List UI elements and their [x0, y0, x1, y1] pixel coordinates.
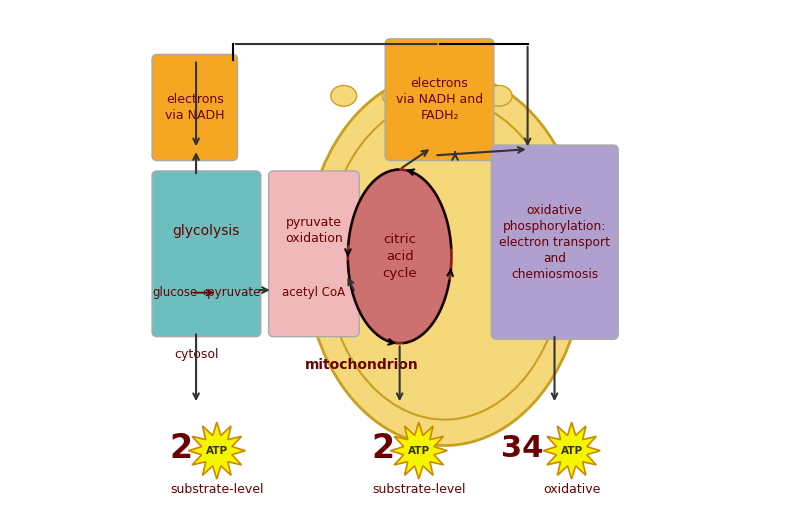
Text: 2: 2	[169, 431, 192, 465]
Text: citric
acid
cycle: citric acid cycle	[382, 233, 417, 280]
Text: 34: 34	[501, 434, 543, 463]
Ellipse shape	[383, 85, 408, 106]
Ellipse shape	[434, 85, 460, 106]
Ellipse shape	[348, 170, 452, 343]
Text: electrons
via NADH: electrons via NADH	[165, 93, 225, 122]
Polygon shape	[188, 422, 245, 479]
Text: substrate-level: substrate-level	[372, 483, 466, 496]
Text: glycolysis: glycolysis	[172, 223, 240, 238]
Text: glucose→pyruvate: glucose→pyruvate	[152, 286, 260, 299]
Polygon shape	[543, 422, 600, 479]
Text: oxidative
phosphorylation:
electron transport
and
chemiosmosis: oxidative phosphorylation: electron tran…	[499, 204, 611, 281]
Text: cytosol: cytosol	[174, 348, 218, 362]
Ellipse shape	[331, 85, 357, 106]
FancyBboxPatch shape	[269, 171, 359, 337]
Ellipse shape	[305, 73, 585, 445]
FancyBboxPatch shape	[152, 54, 237, 161]
FancyBboxPatch shape	[152, 171, 261, 337]
Text: substrate-level: substrate-level	[170, 483, 263, 496]
Text: 2: 2	[371, 431, 394, 465]
Text: ATP: ATP	[407, 445, 430, 456]
FancyBboxPatch shape	[385, 39, 494, 161]
Text: ATP: ATP	[561, 445, 583, 456]
Text: oxidative: oxidative	[543, 483, 600, 496]
Text: ATP: ATP	[206, 445, 228, 456]
Text: electrons
via NADH and
FADH₂: electrons via NADH and FADH₂	[396, 77, 483, 122]
Text: acetyl CoA: acetyl CoA	[282, 286, 346, 299]
Ellipse shape	[486, 85, 512, 106]
Text: pyruvate
oxidation: pyruvate oxidation	[285, 216, 343, 245]
Text: mitochondrion: mitochondrion	[305, 358, 418, 372]
Polygon shape	[390, 422, 447, 479]
FancyBboxPatch shape	[491, 145, 619, 339]
